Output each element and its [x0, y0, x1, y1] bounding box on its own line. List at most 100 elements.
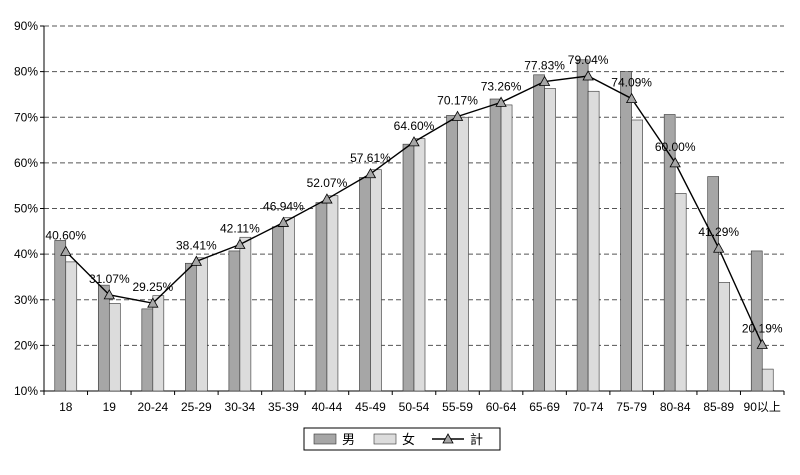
data-labels: 40.60% 31.07%29.25% 38.41%42.11%46.94%52.0…: [45, 53, 782, 336]
y-tick-label: 30%: [14, 293, 38, 307]
legend-label-female: 女: [402, 432, 415, 447]
bar-male: [533, 74, 545, 392]
legend-box: [303, 427, 501, 451]
total-marker: [364, 167, 377, 179]
legend-label-total: 計: [470, 432, 483, 447]
bar-female: [587, 90, 600, 392]
x-tick-label: 20-24: [137, 400, 168, 414]
x-tick-label: 80-84: [660, 400, 691, 414]
total-data-label: 41.29%: [698, 225, 739, 239]
bar-male: [576, 59, 589, 392]
total-data-label: 52.07%: [307, 176, 348, 190]
bar-female: [326, 195, 339, 392]
bar-female: [674, 193, 687, 392]
bar-male: [446, 115, 458, 392]
y-tick-label: 40%: [14, 247, 38, 261]
x-tick-label: 19: [103, 400, 117, 414]
bar-male: [141, 308, 154, 392]
x-tick-label: 60-64: [486, 400, 517, 414]
y-tick-label: 70%: [14, 110, 38, 124]
legend-marker-total: [442, 433, 454, 444]
total-marker: [756, 338, 768, 349]
bar-male: [54, 240, 67, 392]
total-data-label: 79.04%: [568, 53, 609, 67]
x-tick-label: 90以上: [744, 400, 781, 414]
x-tick-label: 25-29: [181, 400, 212, 414]
total-marker: [277, 216, 290, 227]
legend-swatch-male: [313, 433, 337, 445]
total-data-label: 64.60%: [394, 119, 435, 133]
total-marker: [321, 193, 333, 204]
total-data-label: 60.00%: [655, 140, 696, 154]
bar-male: [97, 284, 110, 392]
total-marker: [625, 92, 638, 103]
total-marker: [669, 157, 681, 168]
bar-female: [239, 236, 252, 392]
total-marker: [451, 110, 464, 121]
bar-female: [761, 368, 774, 392]
bar-female: [631, 119, 643, 392]
total-data-label: 38.41%: [176, 238, 217, 252]
total-data-label: 29.25%: [132, 280, 173, 294]
total-data-label: 46.94%: [263, 199, 304, 213]
bar-male: [489, 98, 502, 392]
total-marker: [713, 242, 725, 253]
x-tick-label: 85-89: [703, 400, 734, 414]
x-tick-label: 75-79: [616, 400, 647, 414]
total-marker: [190, 255, 203, 266]
legend: 男女計: [303, 427, 501, 451]
bar-female: [108, 303, 121, 392]
bar-male: [228, 250, 241, 392]
total-data-label: 70.17%: [437, 93, 478, 107]
y-tick-label: 80%: [14, 65, 38, 79]
x-tick-label: 30-34: [225, 400, 256, 414]
total-marker: [408, 136, 420, 147]
total-line: [60, 70, 768, 349]
total-data-label: 73.26%: [481, 79, 522, 93]
total-marker: [234, 238, 246, 249]
bar-male: [185, 262, 197, 392]
bar-female: [457, 116, 469, 392]
x-tick-label: 55-59: [442, 400, 473, 414]
bar-female: [413, 138, 426, 392]
x-tick-label: 40-44: [312, 400, 343, 414]
x-tick-label: 35-39: [268, 400, 299, 414]
y-tick-label: 60%: [14, 156, 38, 170]
y-tick-label: 90%: [14, 19, 38, 33]
total-data-label: 40.60%: [45, 228, 86, 242]
bar-male: [402, 143, 415, 392]
y-tick-label: 10%: [14, 384, 38, 398]
bar-male: [359, 177, 371, 392]
bar-female: [196, 257, 208, 392]
total-data-label: 74.09%: [611, 76, 652, 90]
bar-male: [620, 71, 632, 392]
legend-label-male: 男: [342, 432, 355, 447]
total-marker: [103, 289, 115, 300]
total-marker: [582, 70, 594, 81]
total-data-label: 31.07%: [89, 272, 130, 286]
x-tick-label: 50-54: [399, 400, 430, 414]
bar-male: [272, 226, 284, 392]
y-tick-label: 20%: [14, 338, 38, 352]
total-marker: [147, 297, 159, 308]
x-tick-label: 70-74: [573, 400, 604, 414]
total-marker: [495, 96, 507, 107]
bar-female: [718, 282, 731, 392]
bar-female: [500, 104, 513, 392]
total-marker: [60, 245, 72, 256]
bar-female: [370, 169, 382, 392]
bar-male: [315, 202, 328, 392]
total-data-label: 57.61%: [350, 151, 391, 165]
legend-swatch-female: [373, 433, 397, 445]
total-data-label: 42.11%: [220, 221, 260, 235]
bar-female: [152, 295, 165, 392]
x-tick-label: 45-49: [355, 400, 386, 414]
bar-female: [544, 88, 556, 392]
bar-female: [65, 261, 78, 392]
bar-female: [283, 217, 295, 392]
total-marker: [538, 75, 551, 86]
x-tick-label: 65-69: [529, 400, 560, 414]
x-tick-label: 18: [59, 400, 73, 414]
